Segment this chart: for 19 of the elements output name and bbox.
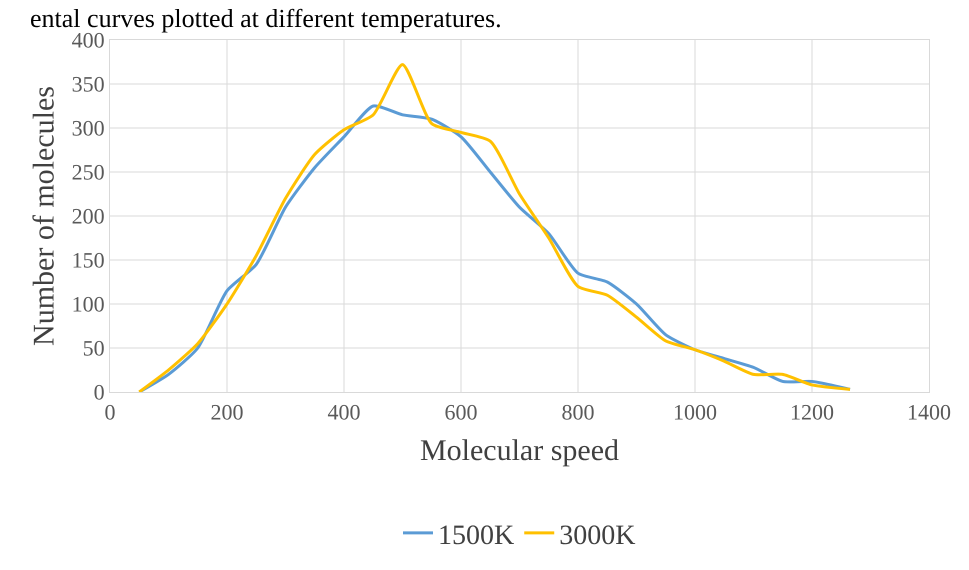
x-tick-label: 1400 [907,399,951,424]
x-tick-label: 1200 [790,399,834,424]
y-axis-title: Number of molecules [28,86,61,346]
legend-label: 1500K [438,520,514,551]
y-tick-label: 350 [72,72,105,97]
y-tick-label: 50 [82,336,105,361]
y-tick-label: 100 [72,292,105,317]
x-tick-label: 400 [328,399,360,424]
legend-label: 3000K [559,520,636,551]
x-tick-label: 200 [210,399,244,424]
x-tick-label: 600 [444,399,478,424]
y-tick-label: 150 [72,248,105,273]
x-axis-title: Molecular speed [420,434,620,467]
y-tick-label: 200 [72,204,105,229]
x-tick-label: 800 [562,399,594,424]
y-tick-label: 300 [72,116,105,141]
y-tick-label: 250 [72,160,105,185]
y-tick-label: 0 [94,380,105,405]
x-tick-label: 1000 [673,399,717,424]
